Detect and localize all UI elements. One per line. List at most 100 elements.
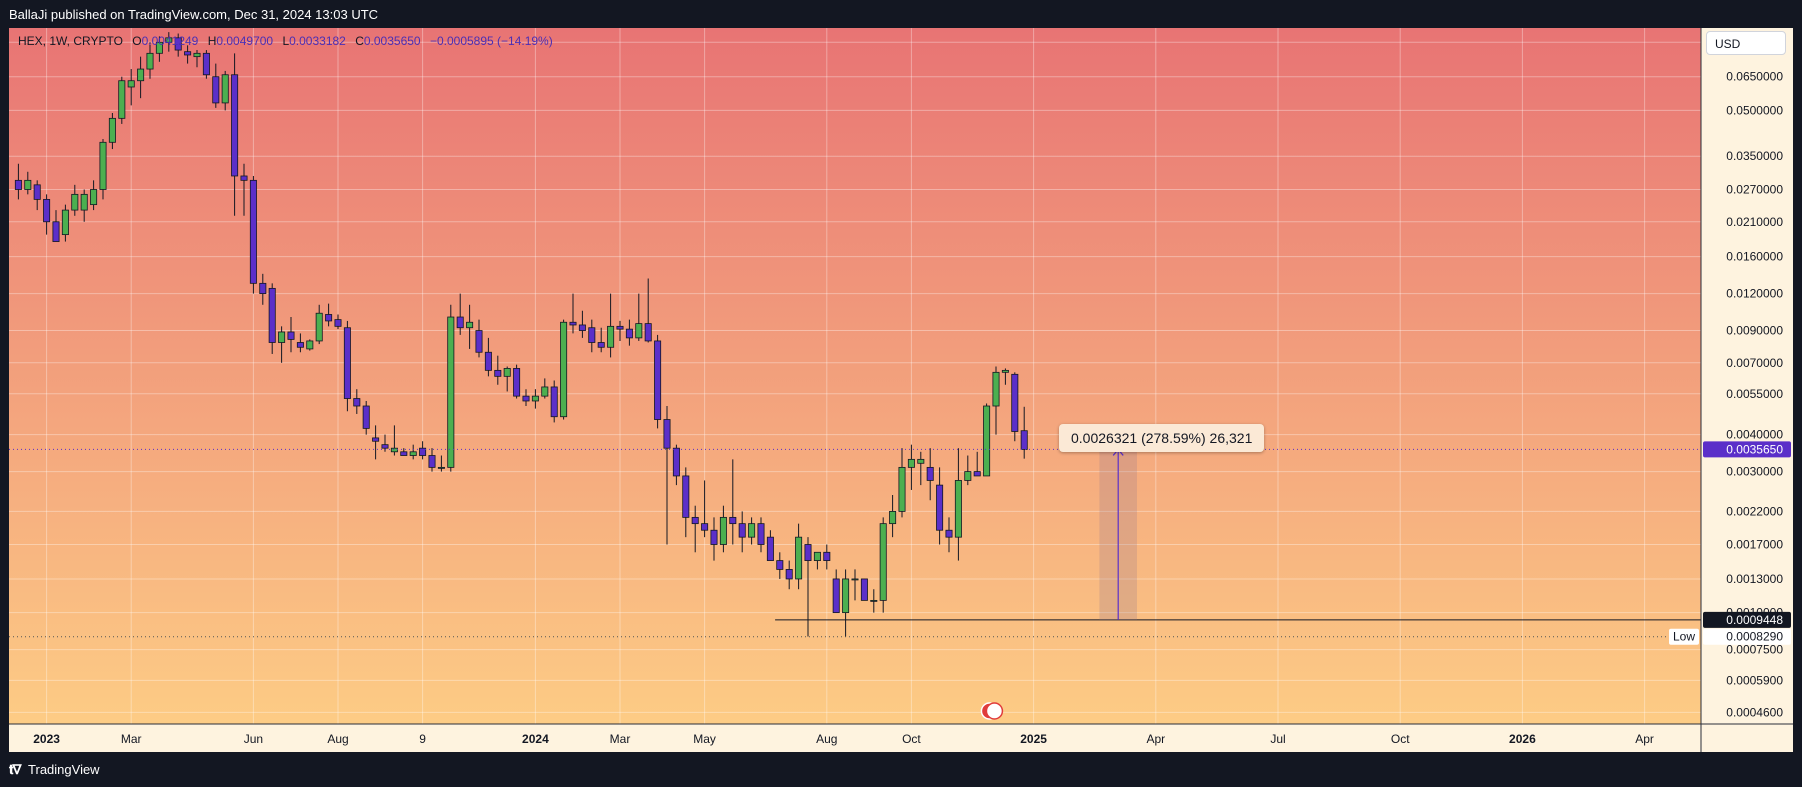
low-price-tag-bg — [1703, 628, 1791, 645]
candle-down — [202, 52, 210, 76]
candle-down — [428, 455, 436, 468]
candle-up — [842, 578, 850, 614]
candle-up — [719, 516, 727, 545]
chart-frame[interactable]: 0.08500000.06500000.05000000.03500000.02… — [9, 28, 1793, 752]
candle-down — [33, 184, 41, 200]
candle-down — [419, 447, 427, 456]
candle-down — [1011, 373, 1019, 432]
price-tick-label: 0.0270000 — [1726, 183, 1783, 197]
time-tick-label: 9 — [419, 732, 426, 746]
candle-up — [541, 386, 549, 397]
candle-down — [513, 368, 521, 397]
time-tick-label: 2023 — [33, 732, 60, 746]
candle-down — [860, 578, 868, 601]
candle-down — [231, 74, 239, 177]
overlays — [9, 448, 1701, 720]
price-tick-label: 0.0500000 — [1726, 103, 1783, 117]
candle-down — [729, 516, 737, 525]
candle-up — [992, 371, 1000, 407]
time-tick-label: May — [693, 732, 716, 746]
legend-high-value: 0.0049700 — [216, 34, 274, 48]
legend-symbol: HEX, 1W, CRYPTO — [18, 34, 123, 48]
price-tick-label: 0.0017000 — [1726, 538, 1783, 552]
currency-selector[interactable]: USD — [1706, 31, 1786, 55]
candle-up — [964, 471, 972, 481]
price-tick-label: 0.0004600 — [1726, 705, 1783, 719]
candle-down — [212, 76, 220, 104]
candle-up — [409, 451, 417, 456]
candle-down — [174, 37, 182, 51]
candle-down — [936, 484, 944, 531]
time-tick-label: 2024 — [522, 732, 549, 746]
candle-down — [926, 466, 934, 481]
candle-down — [184, 51, 192, 56]
legend-open-label: O — [132, 34, 142, 48]
candle-down — [588, 327, 596, 343]
price-axis-background — [1701, 28, 1793, 724]
price-tick-label: 0.0210000 — [1726, 215, 1783, 229]
candle-down — [287, 331, 295, 340]
candle-down — [672, 447, 680, 477]
price-tick-label: 0.0022000 — [1726, 504, 1783, 518]
candle-up — [108, 117, 116, 143]
candle-up — [193, 52, 201, 58]
candle-down — [973, 471, 981, 477]
price-tick-label: 0.0013000 — [1726, 572, 1783, 586]
candle-down — [945, 529, 953, 538]
candle-up — [447, 316, 455, 468]
candle-up — [127, 80, 135, 88]
candle-down — [597, 342, 605, 348]
candle-up — [607, 325, 615, 348]
candles — [14, 32, 1028, 637]
candle-up — [118, 80, 126, 119]
time-tick-label: Mar — [610, 732, 631, 746]
candle-down — [701, 523, 709, 531]
price-tick-label: 0.0005900 — [1726, 673, 1783, 687]
candle-up — [165, 37, 173, 43]
time-tick-label: Aug — [816, 732, 837, 746]
candle-down — [14, 179, 22, 190]
footer-brand[interactable]: 𝐭∇ TradingView — [9, 760, 100, 780]
time-axis-background — [9, 724, 1793, 752]
price-tick-label: 0.0350000 — [1726, 149, 1783, 163]
candle-down — [343, 327, 351, 399]
candle-down — [362, 405, 370, 429]
low-label-bg — [1669, 628, 1699, 645]
candlestick-chart[interactable]: 0.08500000.06500000.05000000.03500000.02… — [9, 28, 1793, 752]
time-tick-label: Jul — [1270, 732, 1285, 746]
chart-background — [9, 28, 1701, 724]
candle-down — [43, 198, 51, 223]
candle-down — [372, 437, 380, 442]
candle-up — [278, 331, 286, 343]
candle-up — [795, 536, 803, 580]
candle-up — [531, 395, 539, 402]
measure-tooltip: 0.0026321 (278.59%) 26,321 — [1059, 424, 1265, 452]
candle-down — [381, 444, 389, 449]
time-tick-label: Apr — [1635, 732, 1654, 746]
candle-up — [315, 312, 323, 342]
candle-up — [437, 466, 445, 469]
candle-down — [400, 451, 408, 456]
candle-down — [710, 529, 718, 545]
candle-down — [757, 523, 765, 545]
candle-down — [484, 351, 492, 371]
candle-down — [240, 175, 248, 181]
candle-up — [61, 209, 69, 236]
candle-down — [832, 578, 840, 614]
candle-down — [334, 319, 342, 327]
candle-down — [804, 544, 812, 561]
time-tick-label: Oct — [1391, 732, 1410, 746]
time-tick-label: Jun — [244, 732, 263, 746]
candle-down — [249, 179, 257, 284]
candle-down — [776, 560, 784, 570]
candle-up — [917, 458, 925, 464]
time-axis[interactable]: 2023 Mar Jun Aug 9 2024 Mar May Aug Oct 2025 Apr Jul… — [33, 732, 1654, 746]
candle-down — [823, 551, 831, 561]
candle-down — [691, 516, 699, 525]
candle-down — [325, 314, 333, 322]
candle-up — [879, 523, 887, 601]
last-price-tag-bg — [1703, 441, 1791, 458]
candle-down — [52, 221, 60, 242]
candle-up — [90, 189, 98, 206]
low-price-tag: 0.0008290 — [1726, 630, 1783, 644]
